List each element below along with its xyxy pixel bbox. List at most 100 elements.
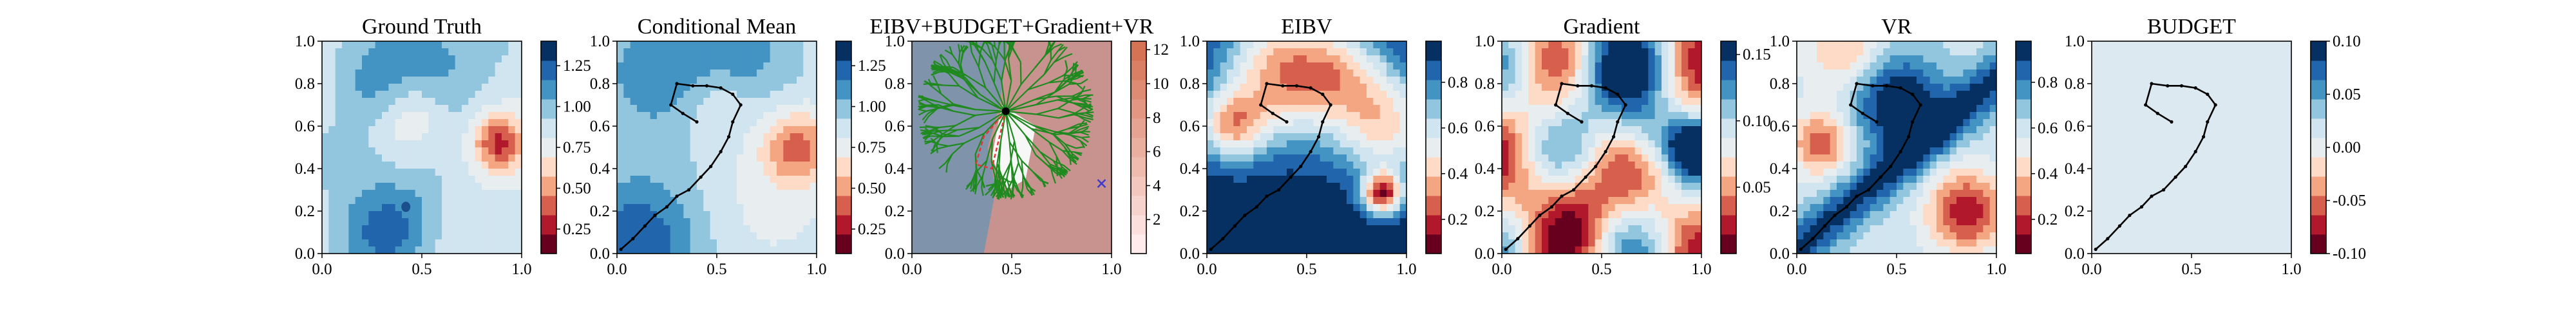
colorbar: 0.20.40.60.8	[2016, 41, 2058, 254]
y-tick-label: 1.0	[885, 33, 905, 50]
trajectory-point	[731, 93, 734, 96]
y-tick-label: 0.2	[590, 203, 610, 220]
budget-field	[2092, 41, 2291, 254]
colorbar-tick-label: 0.4	[1448, 165, 1468, 183]
trajectory-point	[1871, 84, 1874, 88]
colorbar-tick-label: 6	[1153, 144, 1161, 161]
x-tick-label: 0.5	[1591, 261, 1611, 278]
y-tick-label: 0.0	[1770, 245, 1790, 263]
trajectory-point	[1849, 103, 1852, 106]
colorbar-tick-label: 0.75	[858, 139, 886, 156]
x-tick-label: 0.5	[412, 261, 431, 278]
colorbar-tick-label: 4	[1153, 177, 1161, 194]
trajectory-point	[2106, 237, 2109, 240]
heatmap-field	[912, 24, 1112, 254]
trajectory-point	[1281, 84, 1284, 88]
trajectory-point	[2206, 93, 2209, 96]
y-tick-label: 1.0	[2065, 33, 2085, 50]
trajectory-point	[1584, 176, 1587, 179]
trajectory-point	[1572, 188, 1575, 191]
y-tick-label: 0.6	[885, 118, 905, 135]
y-tick-label: 0.4	[590, 160, 611, 178]
colorbar-tick-label: -0.10	[2333, 245, 2366, 263]
trajectory-point	[1309, 86, 1312, 89]
colorbar: 0.250.500.751.001.25	[836, 41, 886, 254]
y-tick-label: 0.8	[1180, 75, 1200, 93]
trajectory-point	[1823, 225, 1826, 228]
y-tick-label: 0.8	[1770, 75, 1790, 93]
trajectory-point	[1528, 225, 1531, 228]
trajectory-point	[1861, 112, 1864, 115]
y-tick-label: 0.6	[590, 118, 610, 135]
trajectory-point	[1604, 150, 1607, 153]
trajectory-point	[1616, 93, 1619, 96]
trajectory-point	[643, 225, 647, 228]
y-tick-label: 0.4	[2065, 160, 2085, 178]
subplot-title: EIBV	[1281, 15, 1332, 39]
y-tick-label: 0.0	[1475, 245, 1495, 263]
x-tick-label: 1.0	[806, 261, 826, 278]
trajectory-point	[1594, 165, 1597, 168]
trajectory-point	[1321, 120, 1324, 124]
trajectory-point	[2184, 165, 2187, 168]
colorbar-tick-label: 0.6	[2038, 120, 2058, 137]
trajectory-point	[2162, 188, 2165, 191]
trajectory-point	[1907, 135, 1910, 138]
x-tick-label: 0.0	[1197, 261, 1217, 278]
y-tick-label: 0.2	[885, 203, 905, 220]
trajectory-point	[687, 188, 690, 191]
trajectory-point	[2194, 150, 2197, 153]
trajectory-point	[1329, 103, 1332, 106]
trajectory-point	[1243, 214, 1246, 217]
x-tick-label: 1.0	[1691, 261, 1711, 278]
y-tick-label: 0.6	[295, 118, 315, 135]
trajectory-point	[665, 205, 668, 209]
gt-blob	[401, 201, 410, 212]
trajectory-point	[731, 120, 734, 124]
colorbar-tick-label: 0.75	[563, 139, 591, 156]
trajectory-point	[1624, 103, 1627, 106]
trajectory-point	[1855, 194, 1858, 198]
colorbar-tick-label: 12	[1153, 41, 1169, 59]
trajectory-point	[719, 86, 723, 89]
x-tick-label: 1.0	[511, 261, 531, 278]
trajectory-point	[1576, 84, 1579, 88]
colorbar: 0.250.500.751.001.25	[541, 41, 591, 254]
trajectory-point	[691, 84, 694, 88]
trajectory-point	[1299, 165, 1302, 168]
subplot-title: EIBV+BUDGET+Gradient+VR	[870, 15, 1154, 39]
trajectory-point	[2166, 84, 2169, 88]
trajectory-point	[695, 120, 698, 124]
trajectory-point	[1233, 225, 1236, 228]
colorbar: 0.20.40.60.8	[1426, 41, 1468, 254]
y-tick-label: 0.0	[2065, 245, 2085, 263]
trajectory-point	[2180, 84, 2183, 88]
trajectory-point	[669, 103, 672, 106]
trajectory-point	[1811, 237, 1814, 240]
trajectory-point	[1259, 103, 1262, 106]
colorbar-tick-label: -0.05	[2333, 192, 2366, 210]
trajectory-point	[1879, 176, 1882, 179]
trajectory-point	[1560, 194, 1563, 198]
subplot-title: Conditional Mean	[638, 15, 796, 39]
y-tick-label: 0.2	[2065, 203, 2085, 220]
trajectory-point	[1271, 112, 1274, 115]
colorbar-tick-label: 0.2	[2038, 211, 2058, 228]
colorbar-tick-label: 10	[1153, 75, 1169, 93]
trajectory-point	[2174, 176, 2177, 179]
x-tick-label: 0.0	[1492, 261, 1511, 278]
trajectory-point	[2118, 225, 2121, 228]
trajectory-point	[1566, 112, 1569, 115]
x-tick-label: 0.5	[1001, 261, 1021, 278]
subplot-title: VR	[1881, 15, 1912, 39]
y-tick-label: 0.4	[1475, 160, 1495, 178]
colorbar-tick-label: 0.10	[2333, 33, 2361, 50]
x-tick-label: 0.0	[312, 261, 332, 278]
x-tick-label: 1.0	[1101, 261, 1121, 278]
trajectory-point	[1612, 135, 1615, 138]
y-tick-label: 0.6	[2065, 118, 2085, 135]
